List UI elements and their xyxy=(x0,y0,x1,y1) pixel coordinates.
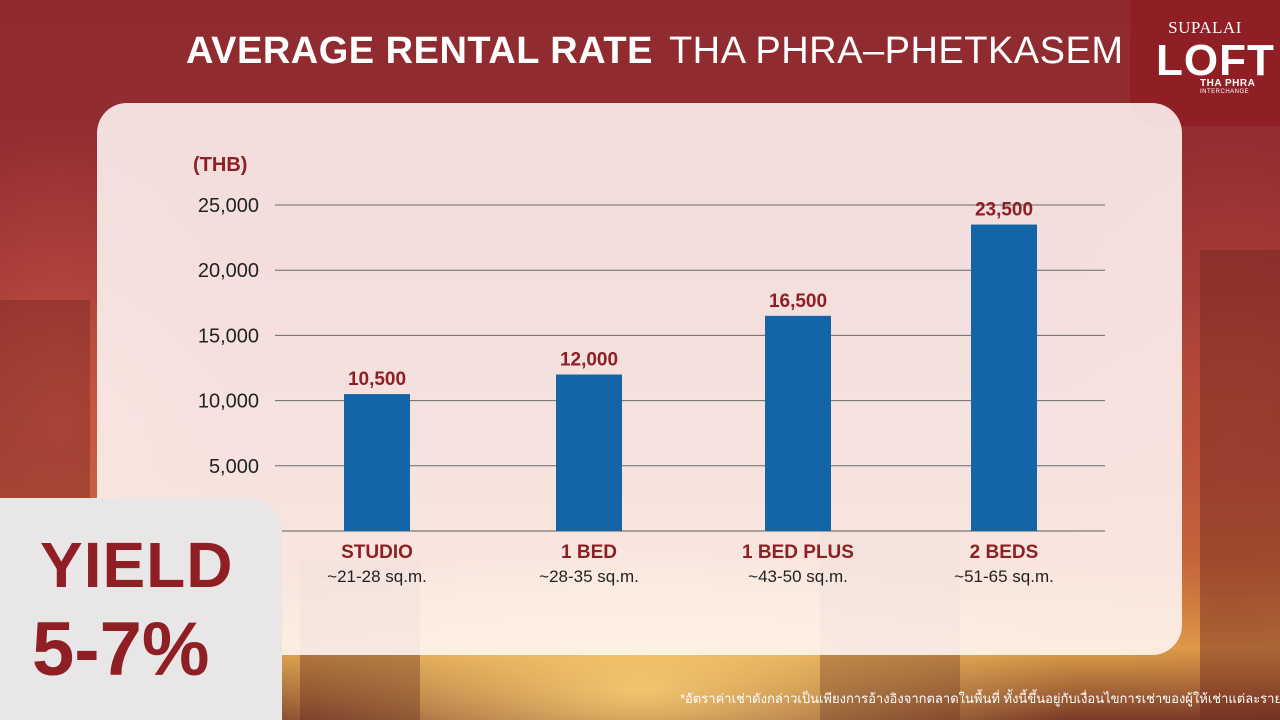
yield-box xyxy=(0,498,282,720)
x-category-label: 2 BEDS xyxy=(970,542,1039,563)
logo-subtitle: THA PHRA xyxy=(1200,78,1256,89)
yield-value: 5-7% xyxy=(32,607,210,692)
yield-label: YIELD xyxy=(40,529,234,601)
x-category-size-label: ~21-28 sq.m. xyxy=(327,567,427,586)
logo-name: LOFT xyxy=(1156,36,1275,85)
footnote: *อัตราค่าเช่าดังกล่าวเป็นเพียงการอ้างอิง… xyxy=(680,691,1280,706)
x-category-label: STUDIO xyxy=(341,542,413,563)
page-title: AVERAGE RENTAL RATE THA PHRA–PHETKASEM xyxy=(186,30,1124,73)
x-category-size-label: ~43-50 sq.m. xyxy=(748,567,848,586)
bar-value-label: 12,000 xyxy=(560,350,618,371)
y-tick-label: 25,000 xyxy=(198,195,259,217)
y-tick-label: 15,000 xyxy=(198,325,259,347)
bar-value-label: 23,500 xyxy=(975,200,1033,221)
x-category-label: 1 BED PLUS xyxy=(742,542,854,563)
bar xyxy=(765,315,831,531)
logo-brand: SUPALAI xyxy=(1168,18,1242,37)
bar xyxy=(344,394,410,531)
page-title-main: AVERAGE RENTAL RATE xyxy=(186,30,653,72)
y-tick-label: 10,000 xyxy=(198,391,259,413)
x-category-size-label: ~28-35 sq.m. xyxy=(539,567,639,586)
logo-subtitle-small: INTERCHANGE xyxy=(1200,89,1250,95)
x-category-size-label: ~51-65 sq.m. xyxy=(954,567,1054,586)
bar-value-label: 16,500 xyxy=(769,291,827,312)
bar xyxy=(971,224,1037,531)
bar xyxy=(556,374,622,531)
y-tick-label: 20,000 xyxy=(198,260,259,282)
x-category-label: 1 BED xyxy=(561,542,617,563)
y-axis-unit-label: (THB) xyxy=(193,154,248,176)
bar-value-label: 10,500 xyxy=(348,369,406,390)
page-title-location: THA PHRA–PHETKASEM xyxy=(668,30,1124,72)
background-building xyxy=(1200,250,1280,720)
y-tick-label: 5,000 xyxy=(209,456,259,478)
